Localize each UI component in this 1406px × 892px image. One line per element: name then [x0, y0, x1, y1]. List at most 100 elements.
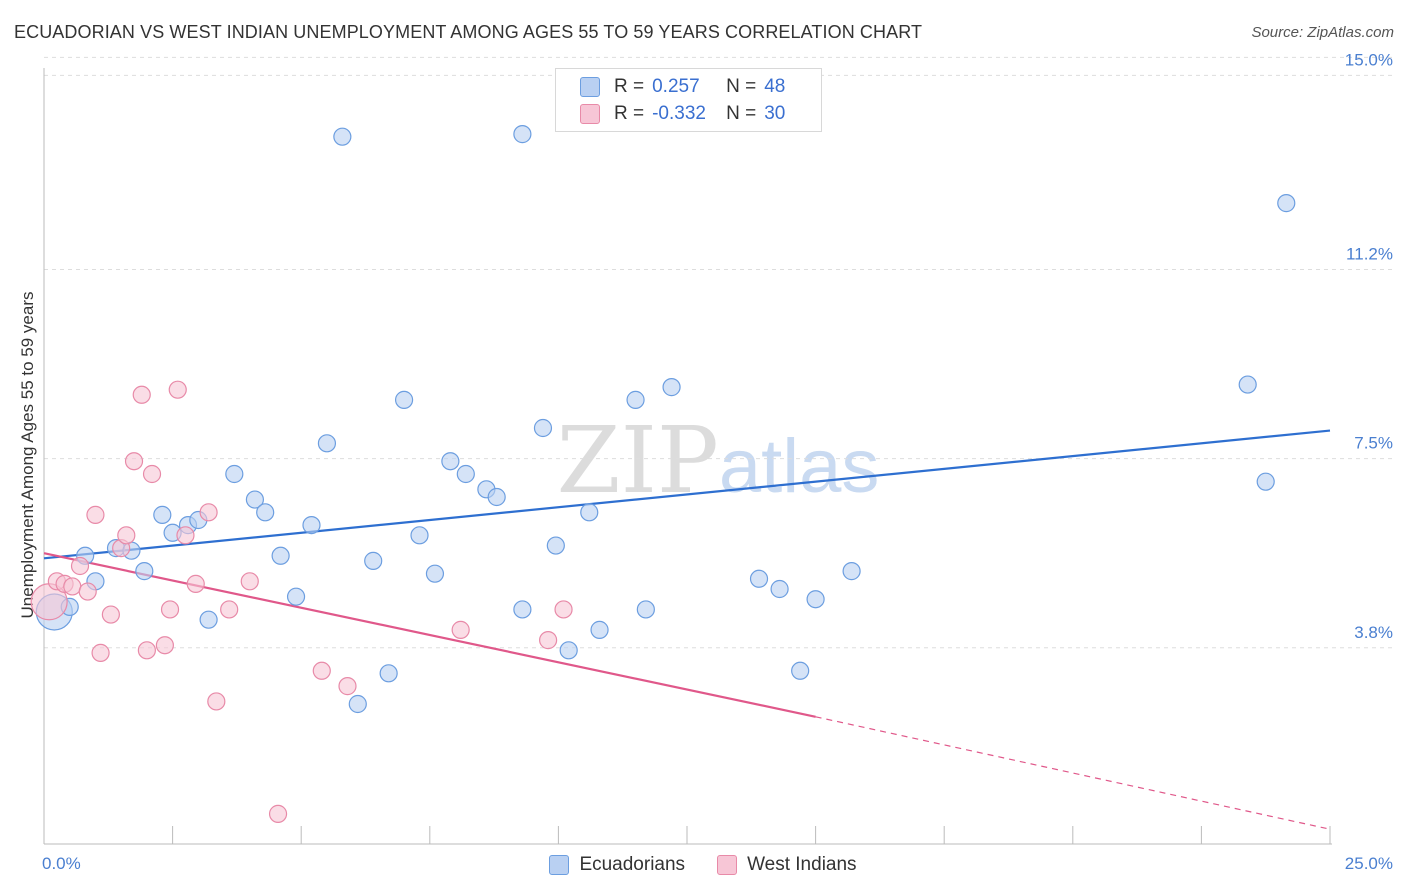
ecuadorian-point	[348, 694, 367, 714]
axes	[43, 68, 1332, 845]
ecuadorian-point	[286, 587, 306, 606]
watermark-atlas: atlas	[719, 424, 880, 509]
legend-label-ecuadorians: Ecuadorians	[579, 854, 686, 875]
y-tick-label: 7.5%	[1354, 434, 1393, 453]
y-tick-label: 11.2%	[1346, 245, 1393, 264]
y-tick-label: 15.0%	[1345, 50, 1393, 69]
correlation-legend: R = 0.257 N = 48 R = -0.332 N = 30	[555, 68, 822, 132]
ecuadorian-point	[559, 641, 578, 660]
ecuadorian-point	[636, 600, 655, 619]
west-indian-point	[137, 641, 156, 660]
watermark-zip: ZIP	[557, 407, 719, 514]
ecuadorian-point	[425, 564, 445, 583]
west-indian-point	[338, 677, 357, 696]
ecuadorian-point	[749, 569, 769, 588]
y-tick-label: 3.8%	[1354, 623, 1393, 642]
west-indian-point	[207, 692, 226, 711]
ecuadorian-point	[546, 536, 565, 555]
legend-swatch-west-indians	[580, 104, 600, 124]
west-indian-point	[168, 380, 187, 399]
legend-label-west-indians: West Indians	[747, 854, 857, 875]
ecuadorian-point	[1238, 375, 1257, 394]
legend-r-value: 0.257	[652, 76, 700, 97]
ecuadorian-point	[364, 551, 383, 570]
data-points	[30, 125, 1296, 823]
legend-n-value: 48	[764, 76, 786, 97]
west-indian-point	[63, 577, 82, 596]
west-indian-point	[220, 600, 239, 619]
ecuadorian-point	[245, 490, 265, 509]
ecuadorian-point	[379, 664, 398, 683]
legend-swatch-west-indians	[717, 855, 738, 875]
watermark: ZIPatlas	[557, 407, 880, 514]
ecuadorian-point	[580, 503, 599, 522]
ecuadorian-point	[456, 464, 475, 484]
west-indian-point	[312, 661, 331, 680]
ecuadorian-point	[487, 487, 506, 507]
west-indian-point	[268, 804, 288, 823]
chart-title: ECUADORIAN VS WEST INDIAN UNEMPLOYMENT A…	[14, 22, 923, 42]
west-indians-trend-extension	[815, 716, 1331, 830]
ecuadorian-point	[590, 620, 609, 639]
ecuadorian-point	[394, 390, 414, 409]
west-indian-point	[160, 600, 180, 619]
ecuadorian-point	[533, 418, 553, 438]
x-tick-label: 25.0%	[1345, 854, 1393, 873]
ecuadorian-point	[1277, 194, 1296, 213]
ecuadorian-point	[770, 579, 789, 599]
legend-item-ecuadorians[interactable]: Ecuadorians	[549, 854, 685, 876]
west-indian-point	[186, 574, 205, 593]
legend-item-west-indians[interactable]: West Indians	[717, 854, 857, 876]
ecuadorian-point	[513, 600, 532, 619]
ecuadorian-point	[256, 503, 275, 522]
west-indian-point	[539, 631, 558, 650]
source-credit: Source: ZipAtlas.com	[1251, 24, 1394, 41]
ecuadorian-point	[225, 464, 244, 484]
west-indian-point	[124, 452, 144, 471]
ecuadorian-point	[317, 434, 337, 453]
x-tick-label: 0.0%	[42, 854, 81, 873]
trend-lines	[43, 429, 1331, 830]
y-tick-labels: 3.8% 7.5% 11.2% 15.0%	[1345, 50, 1393, 641]
ecuadorian-point	[791, 661, 810, 680]
west-indian-point	[176, 526, 195, 545]
legend-row-west-indians: R = -0.332 N = 30	[580, 101, 785, 127]
legend-n-label: N =	[726, 103, 757, 124]
x-tick-labels: 0.0% 25.0%	[42, 854, 1393, 873]
legend-swatch-ecuadorians	[580, 77, 600, 97]
west-indian-point	[451, 620, 470, 639]
ecuadorian-point	[153, 505, 172, 524]
series-legend: Ecuadorians West Indians	[0, 852, 1406, 878]
legend-n-label: N =	[726, 76, 757, 97]
legend-r-label: R =	[614, 103, 645, 124]
ecuadorian-point	[410, 526, 429, 545]
legend-row-ecuadorians: R = 0.257 N = 48	[580, 74, 785, 100]
ecuadorian-point	[199, 610, 218, 629]
ecuadorian-point	[271, 546, 290, 565]
west-indians-trend-line	[43, 552, 816, 718]
ecuadorian-point	[1256, 472, 1275, 491]
legend-n-value: 30	[764, 103, 786, 124]
ecuadorians-trend-line	[43, 429, 1331, 560]
west-indian-point	[91, 643, 110, 662]
west-indian-point	[70, 556, 90, 576]
west-indian-point	[78, 582, 97, 601]
west-indian-point	[142, 464, 162, 484]
ecuadorian-point	[662, 378, 681, 397]
ecuadorian-point	[135, 562, 154, 581]
ecuadorian-point	[626, 390, 645, 409]
ecuadorian-point	[806, 590, 825, 609]
west-indian-point	[86, 505, 105, 524]
west-indian-point	[101, 605, 120, 624]
west-indian-point	[554, 600, 573, 619]
west-indian-point	[155, 636, 174, 655]
gridlines	[44, 56, 1392, 649]
ecuadorian-point	[441, 452, 460, 471]
west-indian-point	[199, 503, 218, 522]
legend-r-value: -0.332	[652, 103, 706, 124]
ecuadorian-point	[513, 125, 532, 144]
legend-swatch-ecuadorians	[549, 855, 570, 875]
west-indian-point	[117, 526, 136, 545]
ecuadorian-point	[842, 562, 861, 581]
